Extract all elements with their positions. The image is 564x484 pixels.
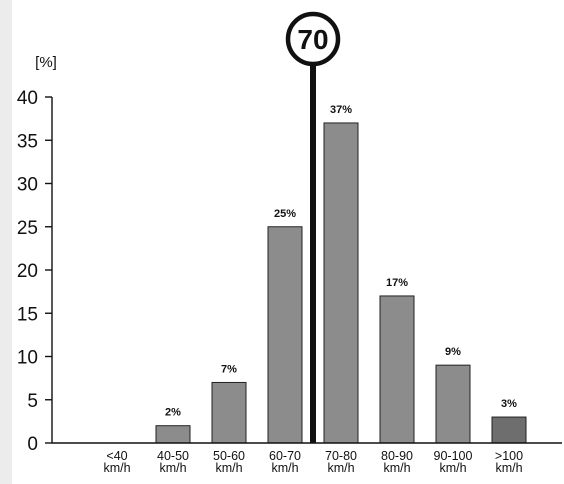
y-tick-label: 25: [17, 218, 38, 239]
data-label: 25%: [274, 208, 296, 220]
y-tick-label: 15: [17, 304, 38, 325]
y-tick-label: 30: [17, 175, 38, 196]
bar-2: [155, 425, 191, 444]
x-tick-label: 70-80: [325, 449, 357, 463]
data-label: 9%: [445, 346, 461, 358]
x-tick-label: km/h: [159, 461, 186, 475]
data-label: 17%: [386, 277, 408, 289]
y-tick-label: 35: [17, 131, 38, 152]
y-tick-label: 40: [17, 88, 38, 109]
bar-4: [267, 226, 303, 444]
bar-6: [379, 295, 415, 444]
y-tick-label: 5: [27, 391, 38, 412]
x-tick-label: km/h: [439, 461, 466, 475]
bar-8: [491, 416, 527, 444]
bar-3: [211, 381, 247, 444]
y-tick-label: 20: [17, 261, 38, 282]
x-tick-label: 90-100: [434, 449, 473, 463]
data-label: 7%: [221, 363, 237, 375]
x-tick-label: >100: [495, 449, 523, 463]
y-tick-label: 0: [27, 434, 38, 455]
speed-limit-sign-text: 70: [297, 24, 328, 55]
x-tick-label: km/h: [215, 461, 242, 475]
y-axis: 0 5 10 15 20 25 30 35 40: [17, 88, 52, 455]
x-tick-label: 40-50: [157, 449, 189, 463]
x-tick-label: 60-70: [269, 449, 301, 463]
data-labels-group: 2% 7% 25% 37% 17% 9% 3%: [165, 104, 517, 419]
x-tick-label: 50-60: [213, 449, 245, 463]
y-tick-label: 10: [17, 348, 38, 369]
x-tick-label: km/h: [495, 461, 522, 475]
data-label: 3%: [501, 398, 517, 410]
x-axis-labels-group: <40km/h40-50km/h50-60km/h60-70km/h70-80k…: [103, 449, 523, 475]
x-tick-label: km/h: [383, 461, 410, 475]
bar-5: [323, 122, 359, 444]
x-tick-label: <40: [106, 449, 127, 463]
bar-7: [435, 364, 471, 444]
speed-limit-sign-icon: [285, 11, 341, 67]
data-label: 37%: [330, 104, 352, 116]
x-tick-label: km/h: [327, 461, 354, 475]
x-tick-label: km/h: [271, 461, 298, 475]
x-tick-label: km/h: [103, 461, 130, 475]
data-label: 2%: [165, 407, 181, 419]
x-tick-label: 80-90: [381, 449, 413, 463]
y-axis-unit-label: [%]: [35, 54, 57, 71]
